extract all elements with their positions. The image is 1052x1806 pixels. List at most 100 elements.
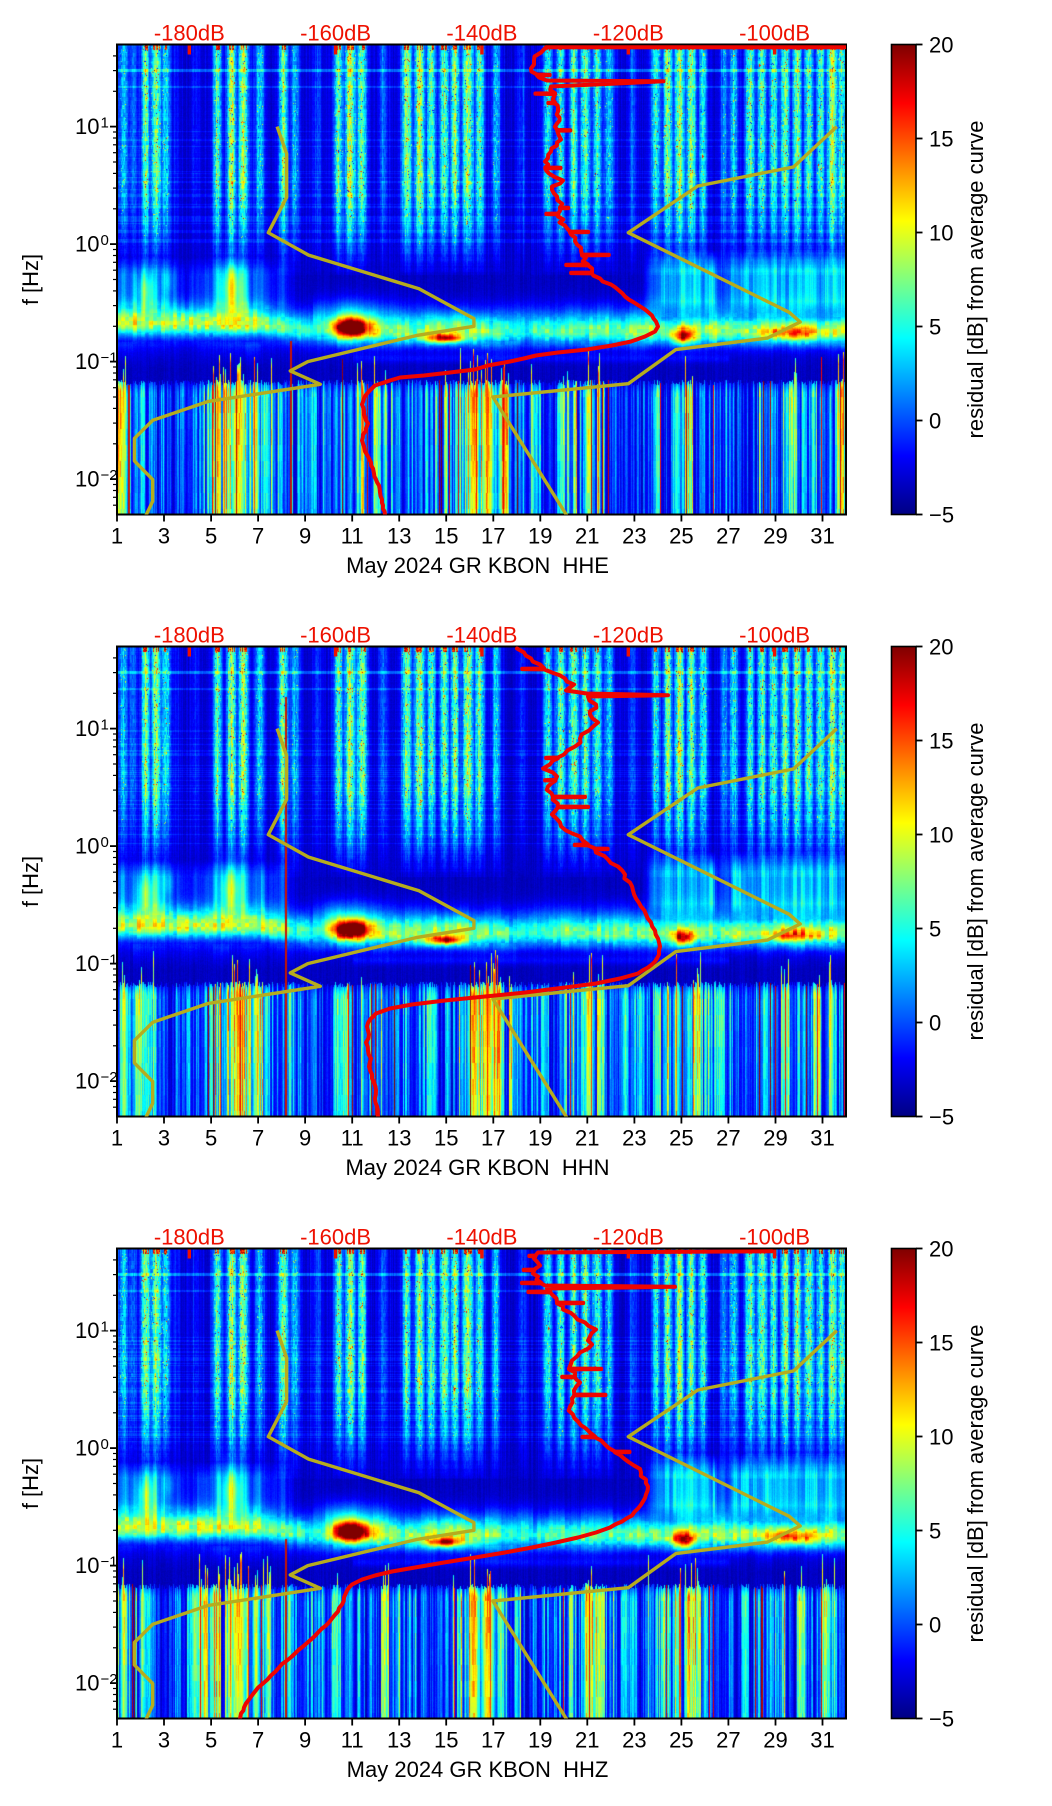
svg-text:9: 9 <box>299 1126 311 1151</box>
svg-text:-120dB: -120dB <box>593 1225 664 1250</box>
svg-text:10: 10 <box>75 349 99 374</box>
svg-text:-180dB: -180dB <box>154 21 225 46</box>
svg-text:0: 0 <box>929 409 941 434</box>
svg-text:1: 1 <box>101 1319 109 1336</box>
svg-text:f [Hz]: f [Hz] <box>18 856 43 907</box>
svg-text:13: 13 <box>387 1728 411 1753</box>
svg-text:−5: −5 <box>929 1707 954 1732</box>
svg-text:15: 15 <box>434 1728 458 1753</box>
svg-text:10: 10 <box>75 1671 99 1696</box>
svg-text:7: 7 <box>252 1728 264 1753</box>
svg-text:19: 19 <box>528 1728 552 1753</box>
svg-text:25: 25 <box>669 1126 693 1151</box>
svg-text:23: 23 <box>622 1728 646 1753</box>
svg-text:−5: −5 <box>929 503 954 528</box>
svg-text:10: 10 <box>75 716 99 741</box>
svg-text:10: 10 <box>75 467 99 492</box>
svg-text:21: 21 <box>575 524 599 549</box>
svg-text:-140dB: -140dB <box>446 623 517 648</box>
svg-text:f [Hz]: f [Hz] <box>18 1458 43 1509</box>
svg-text:27: 27 <box>716 524 740 549</box>
svg-text:−2: −2 <box>101 1671 118 1688</box>
svg-text:May 2024 GR KBON HHZ: May 2024 GR KBON HHZ <box>347 1757 609 1782</box>
svg-text:-100dB: -100dB <box>739 21 810 46</box>
svg-text:-140dB: -140dB <box>446 21 517 46</box>
svg-text:15: 15 <box>929 1331 953 1356</box>
svg-text:17: 17 <box>481 524 505 549</box>
svg-text:11: 11 <box>341 1728 364 1753</box>
svg-text:13: 13 <box>387 524 411 549</box>
svg-text:10: 10 <box>929 823 953 848</box>
svg-text:1: 1 <box>111 1728 123 1753</box>
svg-text:5: 5 <box>205 1126 217 1151</box>
svg-text:1: 1 <box>111 524 123 549</box>
svg-text:29: 29 <box>763 1728 787 1753</box>
svg-text:5: 5 <box>929 315 941 340</box>
svg-text:17: 17 <box>481 1728 505 1753</box>
svg-text:10: 10 <box>75 951 99 976</box>
svg-text:25: 25 <box>669 524 693 549</box>
svg-text:20: 20 <box>929 635 953 660</box>
svg-text:5: 5 <box>929 917 941 942</box>
svg-text:19: 19 <box>528 524 552 549</box>
svg-text:31: 31 <box>810 524 834 549</box>
svg-text:23: 23 <box>622 1126 646 1151</box>
svg-text:0: 0 <box>101 834 109 851</box>
svg-text:10: 10 <box>929 1425 953 1450</box>
svg-text:15: 15 <box>929 127 953 152</box>
svg-text:−5: −5 <box>929 1105 954 1130</box>
svg-text:21: 21 <box>575 1728 599 1753</box>
svg-text:0: 0 <box>101 232 109 249</box>
svg-text:29: 29 <box>763 524 787 549</box>
svg-text:−1: −1 <box>101 952 118 969</box>
svg-text:-120dB: -120dB <box>593 623 664 648</box>
svg-text:-100dB: -100dB <box>739 623 810 648</box>
svg-text:10: 10 <box>75 1553 99 1578</box>
svg-text:17: 17 <box>481 1126 505 1151</box>
svg-text:1: 1 <box>101 717 109 734</box>
svg-text:9: 9 <box>299 524 311 549</box>
svg-text:15: 15 <box>929 729 953 754</box>
svg-text:-100dB: -100dB <box>739 1225 810 1250</box>
svg-text:31: 31 <box>810 1728 834 1753</box>
svg-text:3: 3 <box>158 1126 170 1151</box>
svg-text:5: 5 <box>929 1519 941 1544</box>
svg-text:15: 15 <box>434 1126 458 1151</box>
svg-text:5: 5 <box>205 1728 217 1753</box>
svg-text:1: 1 <box>101 115 109 132</box>
svg-text:25: 25 <box>669 1728 693 1753</box>
svg-text:May 2024 GR KBON HHN: May 2024 GR KBON HHN <box>345 1155 609 1180</box>
svg-text:27: 27 <box>716 1728 740 1753</box>
svg-text:−2: −2 <box>101 467 118 484</box>
svg-text:21: 21 <box>575 1126 599 1151</box>
svg-text:29: 29 <box>763 1126 787 1151</box>
svg-text:-180dB: -180dB <box>154 1225 225 1250</box>
svg-text:0: 0 <box>929 1613 941 1638</box>
svg-text:10: 10 <box>75 1436 99 1461</box>
svg-text:11: 11 <box>341 524 364 549</box>
svg-text:23: 23 <box>622 524 646 549</box>
svg-text:10: 10 <box>75 232 99 257</box>
svg-text:10: 10 <box>75 114 99 139</box>
svg-text:31: 31 <box>810 1126 834 1151</box>
svg-text:15: 15 <box>434 524 458 549</box>
svg-text:-120dB: -120dB <box>593 21 664 46</box>
svg-text:-160dB: -160dB <box>300 1225 371 1250</box>
svg-text:-180dB: -180dB <box>154 623 225 648</box>
svg-text:−1: −1 <box>101 350 118 367</box>
svg-text:-140dB: -140dB <box>446 1225 517 1250</box>
svg-text:residual [dB] from average cur: residual [dB] from average curve <box>963 723 988 1041</box>
svg-text:20: 20 <box>929 33 953 58</box>
svg-text:13: 13 <box>387 1126 411 1151</box>
svg-text:−1: −1 <box>101 1554 118 1571</box>
svg-text:3: 3 <box>158 1728 170 1753</box>
svg-text:May 2024 GR KBON HHE: May 2024 GR KBON HHE <box>346 553 609 578</box>
svg-text:f [Hz]: f [Hz] <box>18 254 43 305</box>
svg-text:7: 7 <box>252 1126 264 1151</box>
svg-text:1: 1 <box>111 1126 123 1151</box>
svg-text:9: 9 <box>299 1728 311 1753</box>
svg-text:residual [dB] from average cur: residual [dB] from average curve <box>963 121 988 439</box>
svg-text:-160dB: -160dB <box>300 21 371 46</box>
svg-text:3: 3 <box>158 524 170 549</box>
svg-text:27: 27 <box>716 1126 740 1151</box>
